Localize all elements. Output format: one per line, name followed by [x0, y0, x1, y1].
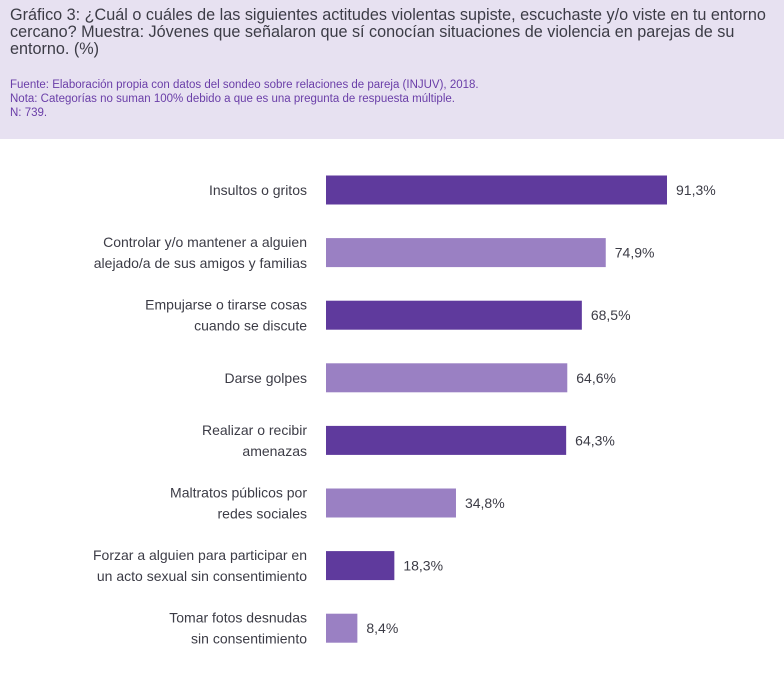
- bar-chart: 91,3% Insultos o gritos 74,9% Controlar y/o…: [93, 175, 716, 647]
- category-label: Darse golpes: [225, 370, 308, 386]
- bar: [326, 488, 456, 518]
- data-label: 91,3%: [676, 182, 716, 198]
- footnote: Nota: Categorías no suman 100% debido a …: [10, 93, 455, 105]
- category-label: Tomar fotos desnudas sin consentimiento: [169, 610, 307, 647]
- data-label: 64,3%: [575, 432, 615, 448]
- bar: [326, 238, 606, 268]
- source-note: Fuente: Elaboración propia con datos del…: [10, 79, 479, 91]
- data-label: 8,4%: [366, 620, 398, 636]
- category-label: Forzar a alguien para participar en un ac…: [93, 547, 307, 584]
- category-label: Empujarse o tirarse cosas cuando se discu…: [145, 297, 307, 334]
- bar: [326, 425, 567, 455]
- data-label: 74,9%: [615, 245, 655, 261]
- data-label: 18,3%: [403, 558, 443, 574]
- category-label: Controlar y/o mantener a alguien alejado/…: [94, 234, 307, 271]
- category-label: Realizar o recibir amenazas: [202, 422, 307, 459]
- category-label: Maltratos públicos por redes sociales: [170, 485, 307, 522]
- chart-area: 91,3% Insultos o gritos 74,9% Controlar y/o…: [0, 139, 784, 683]
- category-label: Insultos o gritos: [209, 182, 307, 198]
- bar: [326, 300, 582, 330]
- chart-header: Gráfico 3: ¿Cuál o cuáles de las siguien…: [0, 0, 784, 139]
- bar: [326, 175, 668, 205]
- sample-size: N: 739.: [10, 107, 48, 119]
- data-label: 34,8%: [465, 495, 505, 511]
- data-label: 68,5%: [591, 307, 631, 323]
- bar: [326, 363, 568, 393]
- chart-title: Gráfico 3: ¿Cuál o cuáles de las siguien…: [10, 6, 766, 58]
- bar: [326, 551, 395, 581]
- bar: [326, 613, 358, 643]
- data-label: 64,6%: [576, 370, 616, 386]
